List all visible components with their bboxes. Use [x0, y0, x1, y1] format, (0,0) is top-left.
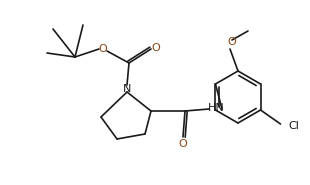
Text: O: O	[152, 43, 160, 53]
Text: N: N	[123, 84, 131, 94]
Text: Cl: Cl	[289, 121, 299, 131]
Text: O: O	[179, 139, 187, 149]
Text: HN: HN	[208, 103, 224, 113]
Text: O: O	[99, 44, 107, 54]
Text: O: O	[228, 37, 236, 47]
